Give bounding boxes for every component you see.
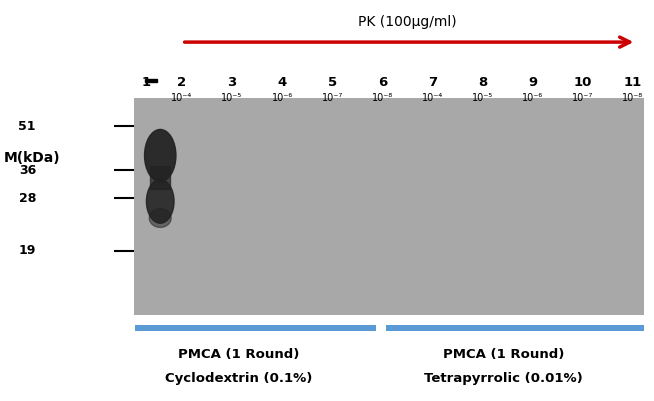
Text: 10⁻⁵: 10⁻⁵: [472, 93, 493, 103]
Text: 51: 51: [18, 120, 36, 133]
Text: 9: 9: [528, 76, 538, 89]
Text: 28: 28: [18, 192, 36, 205]
Text: 4: 4: [277, 76, 286, 89]
Ellipse shape: [146, 180, 174, 223]
Text: 7: 7: [428, 76, 437, 89]
Text: 10⁻⁶: 10⁻⁶: [522, 93, 543, 103]
Text: 10⁻⁵: 10⁻⁵: [221, 93, 243, 103]
Text: 10⁻⁷: 10⁻⁷: [572, 93, 594, 103]
Text: 1: 1: [142, 76, 151, 89]
Text: 10: 10: [574, 76, 592, 89]
Bar: [134, 98, 644, 315]
Ellipse shape: [145, 130, 176, 182]
Bar: [386, 325, 644, 331]
Text: 8: 8: [478, 76, 487, 89]
Text: 3: 3: [228, 76, 237, 89]
Text: 5: 5: [328, 76, 337, 89]
Text: M(kDa): M(kDa): [3, 152, 60, 165]
Text: PMCA (1 Round): PMCA (1 Round): [443, 348, 564, 361]
Text: Tetrapyrrolic (0.01%): Tetrapyrrolic (0.01%): [424, 373, 583, 385]
Text: Cyclodextrin (0.1%): Cyclodextrin (0.1%): [165, 373, 313, 385]
Text: 10⁻⁴: 10⁻⁴: [171, 93, 192, 103]
Text: 36: 36: [19, 164, 36, 177]
Text: 2: 2: [177, 76, 186, 89]
Text: 10⁻⁸: 10⁻⁸: [623, 93, 644, 103]
Text: 11: 11: [624, 76, 642, 89]
Text: PK (100μg/ml): PK (100μg/ml): [358, 15, 456, 29]
Bar: [145, 79, 157, 82]
Text: 19: 19: [18, 244, 36, 257]
Ellipse shape: [149, 209, 171, 227]
Text: PMCA (1 Round): PMCA (1 Round): [178, 348, 300, 361]
Text: 10⁻⁴: 10⁻⁴: [422, 93, 443, 103]
Text: 10⁻⁸: 10⁻⁸: [371, 93, 393, 103]
Text: 6: 6: [378, 76, 387, 89]
Bar: [135, 325, 376, 331]
Text: 10⁻⁷: 10⁻⁷: [322, 93, 343, 103]
Text: 10⁻⁶: 10⁻⁶: [271, 93, 293, 103]
Bar: [150, 166, 170, 189]
